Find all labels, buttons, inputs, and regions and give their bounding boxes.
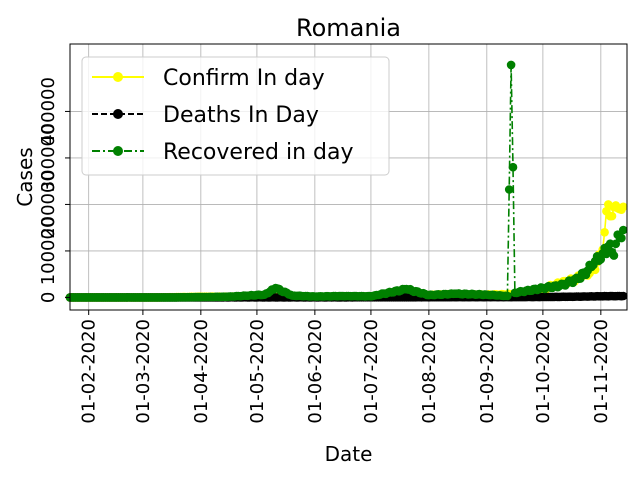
legend-label: Deaths In Day — [163, 103, 319, 128]
data-point — [619, 291, 628, 301]
data-point — [504, 185, 514, 194]
chart-title: Romania — [296, 14, 401, 42]
x-tick-label: 01-07-2020 — [361, 319, 382, 424]
y-tick-label: 400000 — [38, 77, 59, 146]
y-tick-label: 200000 — [38, 170, 59, 239]
x-tick-label: 01-06-2020 — [305, 319, 326, 424]
legend-label: Recovered in day — [163, 140, 354, 165]
legend: Confirm In day Deaths In Day Recovered in … — [81, 56, 390, 176]
data-point — [619, 225, 628, 235]
x-tick-label: 01-08-2020 — [419, 319, 440, 424]
y-axis-label: Cases — [13, 147, 37, 206]
legend-marker — [113, 72, 123, 82]
data-point — [600, 228, 609, 237]
data-point — [611, 239, 621, 249]
data-point — [506, 60, 516, 70]
data-point — [607, 211, 617, 221]
data-point — [619, 202, 628, 212]
x-tick-label: 01-09-2020 — [477, 319, 498, 424]
x-tick-label: 01-10-2020 — [533, 319, 554, 424]
series-3 — [65, 60, 628, 302]
legend-entry-3: Recovered in day — [92, 140, 354, 165]
x-tick-label: 01-02-2020 — [79, 319, 100, 424]
data-point — [609, 251, 619, 260]
legend-entry-1: Confirm In day — [92, 66, 325, 91]
y-tick-label: 0 — [38, 292, 59, 303]
plot-frame — [69, 43, 628, 311]
x-axis: 01-02-2020 01-03-2020 01-04-2020 01-05-2020… — [79, 310, 612, 424]
legend-marker — [113, 109, 123, 119]
x-axis-label: Date — [325, 442, 373, 466]
legend-label: Confirm In day — [163, 66, 325, 91]
x-tick-label: 01-11-2020 — [591, 319, 612, 424]
legend-frame — [81, 56, 390, 176]
y-tick-label: 300000 — [38, 124, 59, 193]
series-layer — [65, 60, 628, 302]
x-tick-label: 01-03-2020 — [133, 319, 154, 424]
data-point — [508, 162, 518, 172]
legend-entries: Confirm In day Deaths In Day Recovered in … — [92, 66, 354, 165]
y-tick-label: 100000 — [38, 217, 59, 286]
data-point — [617, 233, 626, 243]
data-point — [503, 291, 512, 301]
x-tick-label: 01-05-2020 — [247, 319, 268, 424]
legend-entry-2: Deaths In Day — [92, 103, 319, 128]
legend-marker — [113, 146, 123, 156]
x-tick-label: 01-04-2020 — [191, 319, 212, 424]
